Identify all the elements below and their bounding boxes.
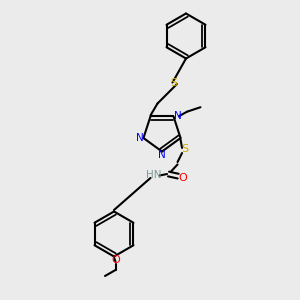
Text: N: N (136, 133, 144, 143)
Text: O: O (111, 255, 120, 266)
Text: HN: HN (146, 169, 161, 180)
Text: N: N (174, 111, 182, 121)
Text: S: S (182, 144, 189, 154)
Text: O: O (178, 173, 187, 183)
Text: N: N (158, 149, 166, 160)
Text: S: S (170, 77, 178, 88)
